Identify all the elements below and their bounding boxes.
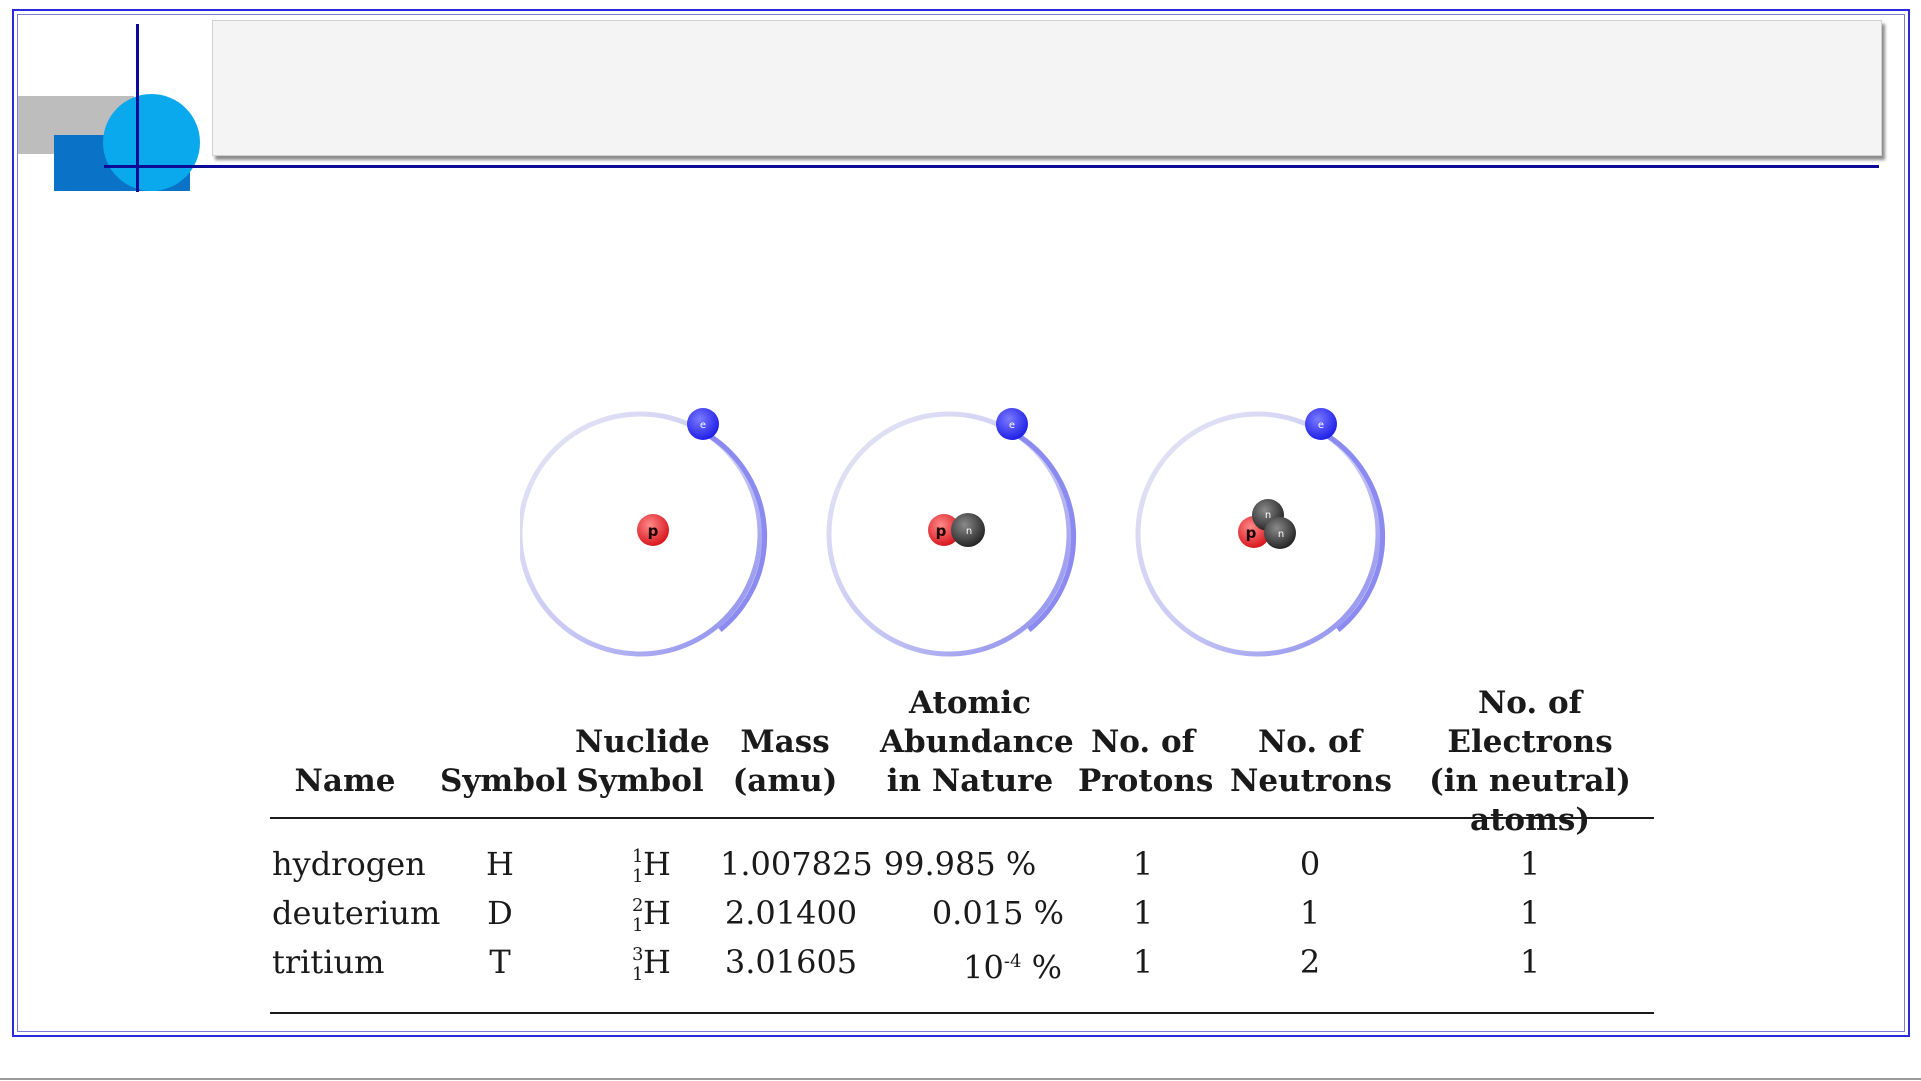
decor-circle bbox=[103, 94, 200, 191]
orbit-highlight bbox=[708, 433, 768, 632]
abundance-exponent: -4 bbox=[1003, 951, 1022, 972]
atom-hydrogen: p e bbox=[520, 408, 768, 657]
proton-icon bbox=[928, 514, 960, 546]
cell-neutrons: 0 bbox=[1299, 845, 1321, 883]
header-rule bbox=[270, 817, 1654, 819]
decor-vertical-line bbox=[136, 24, 139, 192]
cell-neutrons: 2 bbox=[1299, 943, 1321, 981]
hydrogen-isotope-diagrams: p e p n e p n n e bbox=[520, 408, 1386, 657]
cell-electrons: 1 bbox=[1519, 845, 1541, 883]
atom-deuterium: p n e bbox=[826, 408, 1077, 657]
neutron-label: n bbox=[1265, 510, 1271, 521]
cell-name: tritium bbox=[272, 943, 385, 981]
atom-tritium: p n n e bbox=[1135, 408, 1386, 657]
neutron-label: n bbox=[966, 526, 972, 537]
electron-label: e bbox=[1009, 420, 1015, 431]
nuclide-atomic-number: 1 bbox=[632, 866, 644, 887]
neutron-label: n bbox=[1278, 529, 1284, 540]
cell-protons: 1 bbox=[1132, 894, 1154, 932]
header-neutrons: No. of Neutrons bbox=[1230, 724, 1392, 799]
nuclide-atomic-number: 1 bbox=[632, 915, 644, 936]
cell-electrons: 1 bbox=[1519, 894, 1541, 932]
orbit-highlight bbox=[1017, 433, 1077, 632]
title-placeholder[interactable] bbox=[212, 20, 1882, 156]
bottom-edge-line bbox=[0, 1078, 1921, 1080]
header-electrons: No. of Electrons (in neutral) atoms) bbox=[1429, 685, 1631, 838]
electron-label: e bbox=[700, 420, 706, 431]
cell-nuclide-symbol: 3 1 H bbox=[632, 942, 692, 985]
slide-frame bbox=[12, 9, 1910, 1037]
header-protons: No. of Protons bbox=[1078, 724, 1214, 799]
header-abundance: Atomic Abundance in Nature bbox=[880, 685, 1074, 799]
cell-mass: 3.01605 bbox=[724, 943, 858, 981]
neutron-icon bbox=[951, 513, 985, 547]
nuclide-element: H bbox=[643, 845, 671, 883]
cell-symbol: T bbox=[489, 943, 511, 981]
electron-label: e bbox=[1318, 420, 1324, 431]
nuclide-mass-number: 1 bbox=[632, 846, 644, 867]
abundance-base: 10 bbox=[963, 948, 1004, 987]
cell-abundance: 99.985 % bbox=[883, 845, 1037, 883]
cell-neutrons: 1 bbox=[1299, 894, 1321, 932]
cell-protons: 1 bbox=[1132, 943, 1154, 981]
orbit-ring bbox=[1135, 411, 1381, 657]
header-symbol: Symbol bbox=[440, 763, 568, 799]
nuclide-mass-number: 2 bbox=[632, 895, 644, 916]
electron-icon bbox=[1305, 408, 1337, 440]
electron-icon bbox=[687, 408, 719, 440]
nuclide-mass-number: 3 bbox=[632, 944, 644, 965]
cell-symbol: H bbox=[486, 845, 514, 883]
cell-nuclide-symbol: 1 1 H bbox=[632, 844, 692, 887]
cell-mass: 2.01400 bbox=[724, 894, 858, 932]
footer-rule bbox=[270, 1012, 1654, 1014]
nuclide-element: H bbox=[643, 894, 671, 932]
cell-protons: 1 bbox=[1132, 845, 1154, 883]
decor-horizontal-line bbox=[104, 165, 1879, 168]
header-mass: Mass (amu) bbox=[732, 724, 838, 799]
proton-icon bbox=[637, 514, 669, 546]
orbit-ring bbox=[520, 411, 763, 657]
proton-label: p bbox=[1246, 524, 1257, 542]
orbit-highlight bbox=[1326, 433, 1386, 632]
cell-mass: 1.007825 bbox=[720, 845, 873, 883]
cell-symbol: D bbox=[487, 894, 513, 932]
cell-name: deuterium bbox=[272, 894, 441, 932]
header-name: Name bbox=[294, 763, 396, 799]
neutron-icon bbox=[1264, 517, 1296, 549]
cell-name: hydrogen bbox=[272, 845, 426, 883]
nuclide-element: H bbox=[643, 943, 671, 981]
header-nuclide-symbol: Nuclide Symbol bbox=[575, 724, 710, 799]
cell-nuclide-symbol: 2 1 H bbox=[632, 893, 692, 936]
cell-abundance: 0.015 % bbox=[931, 894, 1064, 932]
proton-label: p bbox=[936, 522, 947, 540]
orbit-ring bbox=[826, 411, 1072, 657]
proton-label: p bbox=[648, 522, 659, 540]
abundance-unit: % bbox=[1031, 948, 1062, 987]
cell-electrons: 1 bbox=[1519, 943, 1541, 981]
electron-icon bbox=[996, 408, 1028, 440]
nuclide-atomic-number: 1 bbox=[632, 964, 644, 985]
cell-abundance: 10-4 % bbox=[870, 942, 1062, 988]
